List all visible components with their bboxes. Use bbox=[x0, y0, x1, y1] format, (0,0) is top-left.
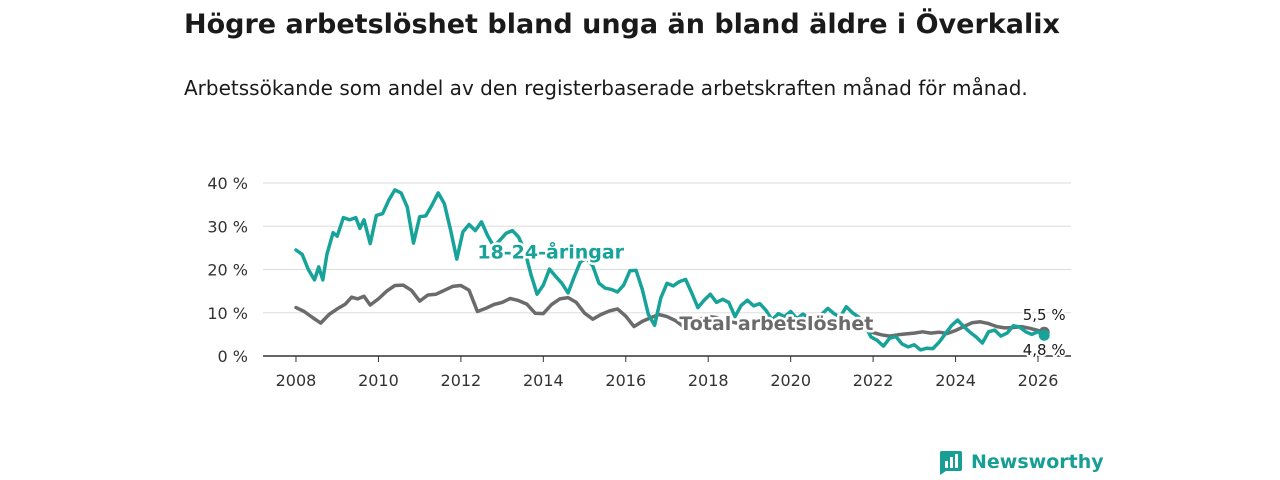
end-value-label: 5,5 % bbox=[1023, 306, 1066, 324]
grid-lines bbox=[263, 182, 1071, 357]
x-tick-label: 2008 bbox=[276, 371, 317, 390]
x-tick-label: 2022 bbox=[853, 371, 894, 390]
series-line-18-24 bbox=[294, 188, 1046, 352]
series-end-point bbox=[1038, 329, 1050, 341]
y-tick-label: 20 % bbox=[207, 261, 248, 280]
x-tick-label: 2014 bbox=[523, 371, 564, 390]
x-tick-label: 2026 bbox=[1018, 371, 1059, 390]
bar-chart-logo-icon bbox=[940, 451, 962, 475]
series-label: 18-24-åringar bbox=[477, 240, 624, 264]
y-tick-label: 10 % bbox=[207, 304, 248, 323]
x-tick-label: 2016 bbox=[605, 371, 646, 390]
end-value-label: 4,8 % bbox=[1023, 341, 1066, 359]
y-tick-label: 40 % bbox=[207, 174, 248, 193]
y-axis-tick-labels: 0 % 10 % 20 % 30 % 40 % bbox=[207, 174, 248, 366]
x-tick-label: 2024 bbox=[935, 371, 976, 390]
x-tick-label: 2018 bbox=[688, 371, 729, 390]
series-label: Total arbetslöshet bbox=[679, 313, 873, 335]
x-axis-tick-labels: 2008 2010 2012 2014 2016 2018 2020 2022 2024 2026 bbox=[276, 356, 1059, 390]
y-tick-label: 0 % bbox=[218, 347, 248, 366]
x-tick-label: 2010 bbox=[358, 371, 399, 390]
chart-title: Högre arbetslöshet bland unga än bland ä… bbox=[184, 9, 1060, 40]
x-tick-label: 2012 bbox=[441, 371, 482, 390]
brand-name: Newsworthy bbox=[971, 451, 1104, 473]
x-tick-label: 2020 bbox=[770, 371, 811, 390]
y-tick-label: 30 % bbox=[207, 217, 248, 236]
series-labels: 18-24-åringar Total arbetslöshet 5,5 % 4,8 … bbox=[475, 237, 1068, 361]
brand-logo: Newsworthy bbox=[937, 449, 1104, 475]
series-line-total bbox=[294, 283, 1046, 338]
chart-subtitle: Arbetssökande som andel av den registerb… bbox=[184, 76, 1028, 100]
series-lines bbox=[294, 188, 1050, 352]
